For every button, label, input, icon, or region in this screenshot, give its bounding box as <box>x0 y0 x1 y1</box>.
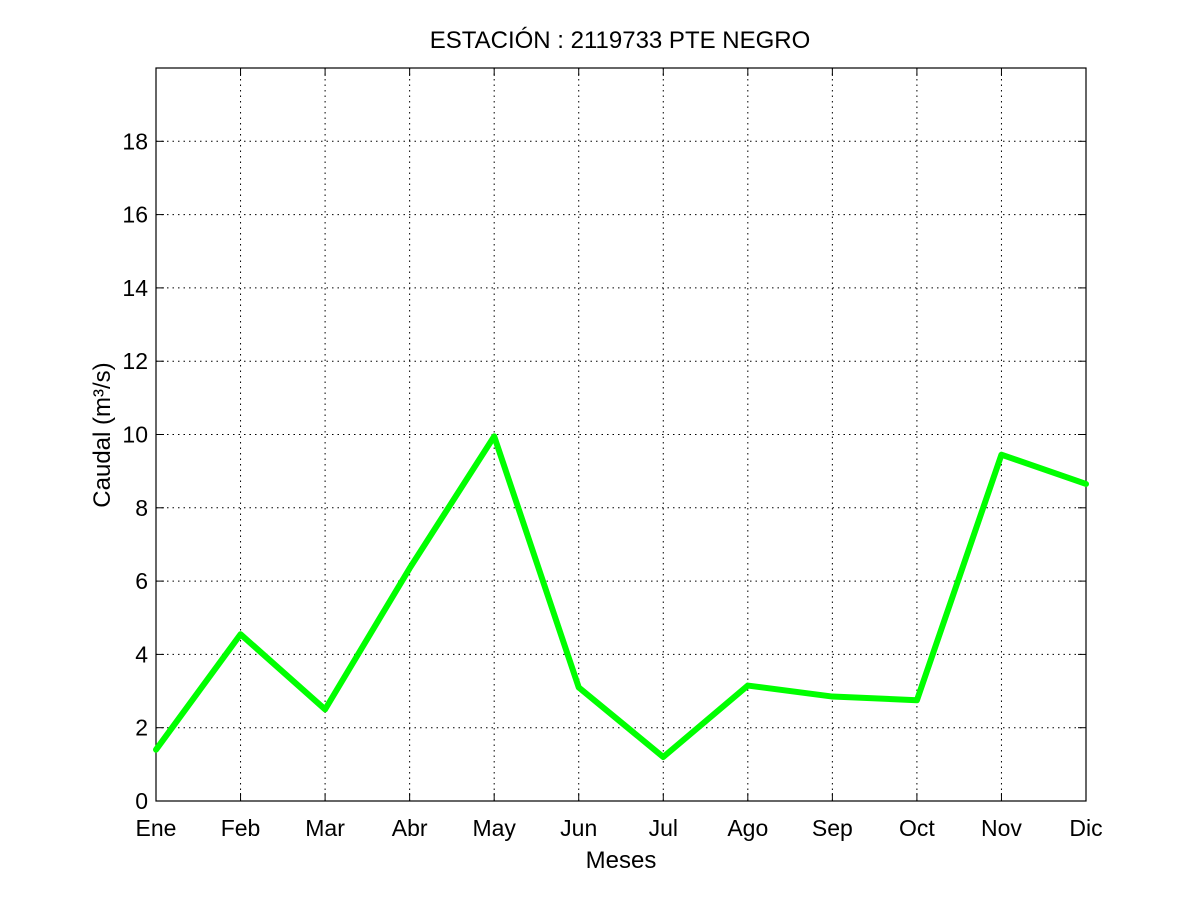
x-axis-label: Meses <box>586 847 657 874</box>
y-tick-label: 12 <box>122 348 148 374</box>
x-tick-label: Mar <box>305 815 345 841</box>
x-tick-label: Dic <box>1069 815 1102 841</box>
x-tick-label: Ago <box>727 815 768 841</box>
x-tick-label: Jul <box>649 815 678 841</box>
y-tick-label: 10 <box>122 422 148 448</box>
y-tick-label: 8 <box>135 495 148 521</box>
y-tick-label: 16 <box>122 202 148 228</box>
plot-frame <box>155 67 1087 802</box>
y-tick-labels: 0 2 4 6 8 10 12 14 16 18 <box>122 128 148 814</box>
x-tick-label: Jun <box>560 815 597 841</box>
series-line <box>153 433 1089 761</box>
x-tick-label: Ene <box>136 815 177 841</box>
x-tick-labels: Ene Feb Mar Abr May Jun Jul Ago Sep Oct Nov Dic <box>136 815 1103 841</box>
y-tick-label: 4 <box>135 641 148 667</box>
y-tick-label: 18 <box>122 128 148 154</box>
y-tick-label: 0 <box>135 788 148 814</box>
axis-ticks <box>155 68 1087 802</box>
y-axis-label: Caudal (m³/s) <box>89 362 116 507</box>
x-tick-label: Sep <box>812 815 853 841</box>
x-tick-label: Nov <box>981 815 1022 841</box>
y-tick-label: 6 <box>135 568 148 594</box>
x-tick-label: May <box>472 815 516 841</box>
x-tick-label: Abr <box>392 815 428 841</box>
grid-lines <box>156 68 1086 801</box>
y-tick-label: 14 <box>122 275 148 301</box>
chart-title: ESTACIÓN : 2119733 PTE NEGRO <box>430 27 811 54</box>
series-group <box>153 433 1089 761</box>
y-tick-label: 2 <box>135 715 148 741</box>
x-tick-label: Feb <box>221 815 261 841</box>
x-tick-label: Oct <box>899 815 935 841</box>
